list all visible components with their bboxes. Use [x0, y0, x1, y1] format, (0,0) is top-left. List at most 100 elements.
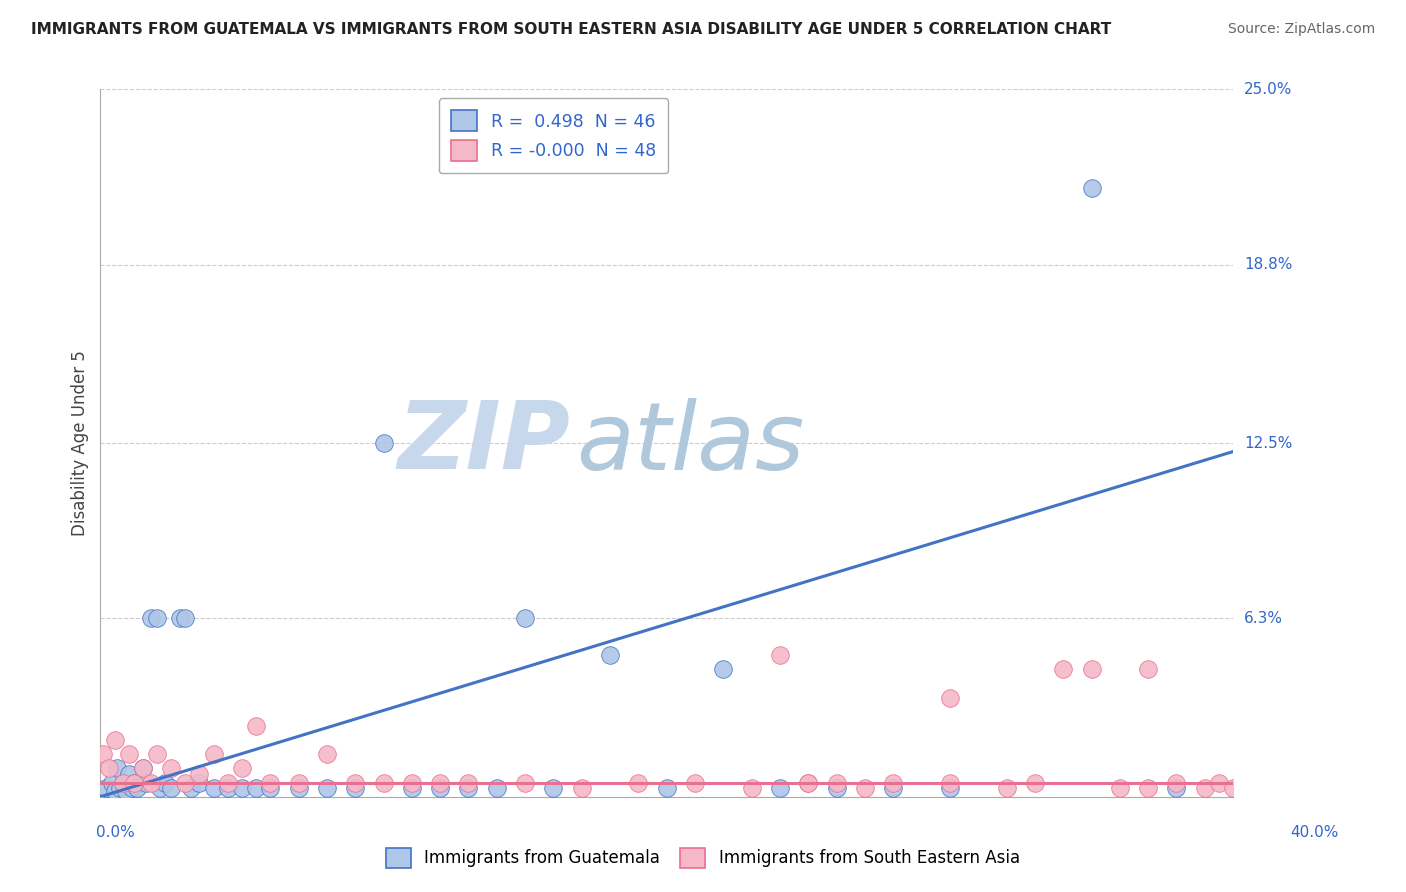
Point: [174, 775, 197, 789]
Point: [429, 775, 451, 789]
Point: [316, 781, 339, 796]
Point: [741, 781, 763, 796]
Point: [429, 781, 451, 796]
Text: 40.0%: 40.0%: [1291, 825, 1339, 840]
Point: [1166, 781, 1188, 796]
Point: [599, 648, 621, 663]
Point: [287, 775, 309, 789]
Point: [797, 775, 820, 789]
Point: [245, 719, 267, 733]
Point: [1024, 775, 1046, 789]
Point: [1108, 781, 1130, 796]
Point: [1208, 775, 1230, 789]
Text: 6.3%: 6.3%: [1244, 611, 1284, 626]
Point: [853, 781, 876, 796]
Point: [180, 781, 202, 796]
Legend: R =  0.498  N = 46, R = -0.000  N = 48: R = 0.498 N = 46, R = -0.000 N = 48: [439, 98, 668, 173]
Point: [769, 648, 792, 663]
Point: [217, 775, 239, 789]
Point: [100, 775, 122, 789]
Point: [124, 775, 146, 789]
Point: [135, 775, 157, 789]
Point: [94, 781, 117, 796]
Point: [160, 761, 183, 775]
Point: [160, 781, 183, 796]
Point: [188, 775, 211, 789]
Point: [174, 611, 197, 625]
Point: [571, 781, 593, 796]
Point: [259, 775, 281, 789]
Point: [259, 781, 281, 796]
Point: [115, 784, 138, 798]
Point: [111, 775, 134, 789]
Point: [231, 781, 253, 796]
Point: [1137, 781, 1160, 796]
Point: [825, 775, 848, 789]
Point: [1080, 662, 1102, 676]
Point: [513, 611, 536, 625]
Point: [132, 761, 155, 775]
Point: [939, 690, 962, 705]
Point: [124, 775, 146, 789]
Point: [231, 761, 253, 775]
Text: ZIP: ZIP: [398, 397, 571, 489]
Point: [1052, 662, 1074, 676]
Point: [146, 747, 169, 762]
Point: [797, 775, 820, 789]
Text: 0.0%: 0.0%: [96, 825, 135, 840]
Point: [373, 436, 395, 450]
Point: [513, 775, 536, 789]
Point: [401, 781, 423, 796]
Point: [1194, 781, 1216, 796]
Point: [457, 775, 479, 789]
Point: [111, 775, 134, 789]
Text: 12.5%: 12.5%: [1244, 435, 1292, 450]
Point: [1222, 781, 1244, 796]
Point: [344, 775, 367, 789]
Point: [1137, 662, 1160, 676]
Point: [457, 781, 479, 796]
Point: [939, 775, 962, 789]
Point: [711, 662, 734, 676]
Point: [103, 784, 125, 798]
Point: [683, 775, 706, 789]
Point: [141, 611, 163, 625]
Point: [97, 761, 120, 775]
Point: [149, 781, 172, 796]
Point: [132, 761, 155, 775]
Point: [202, 781, 225, 796]
Text: atlas: atlas: [576, 398, 804, 489]
Point: [344, 781, 367, 796]
Point: [118, 747, 141, 762]
Point: [401, 775, 423, 789]
Point: [1080, 181, 1102, 195]
Point: [188, 767, 211, 781]
Point: [485, 781, 508, 796]
Point: [108, 781, 131, 796]
Point: [127, 781, 149, 796]
Point: [146, 611, 169, 625]
Point: [217, 781, 239, 796]
Text: 25.0%: 25.0%: [1244, 82, 1292, 97]
Point: [202, 747, 225, 762]
Point: [1166, 775, 1188, 789]
Point: [155, 775, 177, 789]
Point: [287, 781, 309, 796]
Text: 18.8%: 18.8%: [1244, 257, 1292, 272]
Point: [543, 781, 565, 796]
Point: [882, 781, 904, 796]
Point: [105, 761, 128, 775]
Point: [939, 781, 962, 796]
Text: IMMIGRANTS FROM GUATEMALA VS IMMIGRANTS FROM SOUTH EASTERN ASIA DISABILITY AGE U: IMMIGRANTS FROM GUATEMALA VS IMMIGRANTS …: [31, 22, 1111, 37]
Point: [655, 781, 678, 796]
Legend: Immigrants from Guatemala, Immigrants from South Eastern Asia: Immigrants from Guatemala, Immigrants fr…: [380, 841, 1026, 875]
Point: [769, 781, 792, 796]
Y-axis label: Disability Age Under 5: Disability Age Under 5: [72, 351, 89, 536]
Point: [825, 781, 848, 796]
Point: [118, 767, 141, 781]
Text: Source: ZipAtlas.com: Source: ZipAtlas.com: [1227, 22, 1375, 37]
Point: [373, 775, 395, 789]
Point: [121, 781, 143, 796]
Point: [316, 747, 339, 762]
Point: [141, 775, 163, 789]
